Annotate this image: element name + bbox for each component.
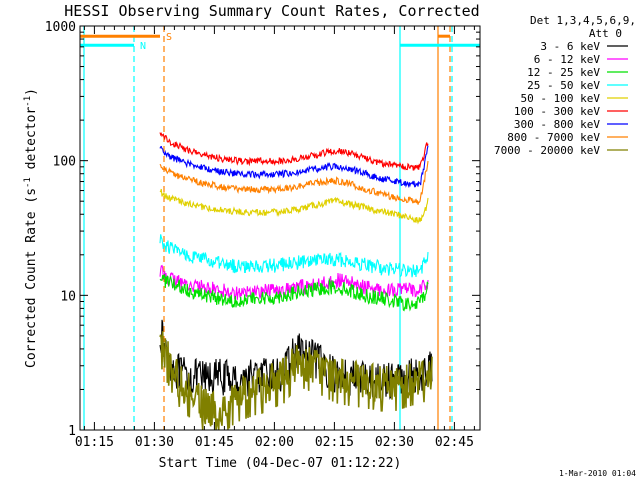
y-axis-label-mid: detector (24, 107, 39, 178)
x-tick-label-1: 01:30 (135, 435, 174, 450)
y-tick-label-1: 10 (60, 289, 76, 304)
legend-subheader: Att 0 (589, 27, 622, 40)
y-tick-label-2: 100 (53, 155, 76, 170)
x-tick-label-3: 02:00 (255, 435, 294, 450)
series-line-3 (160, 234, 428, 277)
y-axis-label: Corrected Count Rate (s-1 detector-1) (23, 88, 39, 368)
y-axis-label-sup1: -1 (23, 177, 33, 188)
timestamp: 1-Mar-2010 01:04 (559, 469, 636, 478)
x-axis-label: Start Time (04-Dec-07 01:12:22) (159, 456, 402, 471)
y-axis-label-end: ) (24, 88, 39, 96)
legend-label-6: 300 - 800 keV (514, 118, 600, 131)
legend-label-8: 7000 - 20000 keV (494, 144, 600, 157)
legend-label-1: 6 - 12 keV (534, 53, 601, 66)
legend-label-0: 3 - 6 keV (540, 40, 600, 53)
legend-header: Det 1,3,4,5,6,9, (530, 14, 636, 27)
y-axis-label-sup2: -1 (23, 96, 33, 107)
legend-label-2: 12 - 25 keV (527, 66, 600, 79)
legend-label-4: 50 - 100 keV (521, 92, 601, 105)
x-tick-label-5: 02:30 (375, 435, 414, 450)
x-tick-label-0: 01:15 (75, 435, 114, 450)
legend-label-3: 25 - 50 keV (527, 79, 600, 92)
x-tick-label-6: 02:45 (435, 435, 474, 450)
y-tick-label-0: 1 (68, 424, 76, 439)
series-line-5 (160, 133, 428, 171)
status-bar-label-0: N (140, 41, 146, 52)
x-tick-label-2: 01:45 (195, 435, 234, 450)
y-tick-label-3: 1000 (45, 20, 76, 35)
legend-label-5: 100 - 300 keV (514, 105, 600, 118)
y-axis-label-main: Corrected Count Rate (s (24, 188, 39, 368)
legend-label-7: 800 - 7000 keV (507, 131, 600, 144)
series-line-8 (160, 331, 432, 430)
series-group (160, 133, 432, 431)
status-bars: NS (80, 32, 480, 52)
chart-title: HESSI Observing Summary Count Rates, Cor… (64, 2, 479, 20)
status-bar-label-1: S (166, 32, 172, 43)
x-tick-label-4: 02:15 (315, 435, 354, 450)
